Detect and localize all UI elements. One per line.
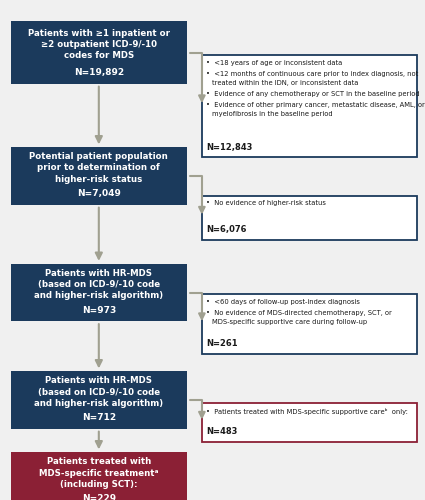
Text: Potential patient population
prior to determination of
higher-risk status: Potential patient population prior to de… bbox=[29, 152, 168, 184]
Text: •  Evidence of other primary cancer, metastatic disease, AML, or: • Evidence of other primary cancer, meta… bbox=[206, 102, 425, 108]
Text: •  Patients treated with MDS-specific supportive careᵇ  only:: • Patients treated with MDS-specific sup… bbox=[206, 408, 408, 415]
Text: N=483: N=483 bbox=[206, 428, 238, 436]
Text: N=6,076: N=6,076 bbox=[206, 225, 246, 234]
Text: MDS-specific supportive care during follow-up: MDS-specific supportive care during foll… bbox=[212, 319, 367, 325]
FancyBboxPatch shape bbox=[11, 371, 187, 428]
Text: N=973: N=973 bbox=[82, 306, 116, 315]
Text: N=229: N=229 bbox=[82, 494, 116, 500]
Text: N=19,892: N=19,892 bbox=[74, 68, 124, 77]
Text: •  <18 years of age or inconsistent data: • <18 years of age or inconsistent data bbox=[206, 60, 343, 66]
Text: N=261: N=261 bbox=[206, 340, 238, 348]
FancyBboxPatch shape bbox=[11, 264, 187, 322]
Text: Patients treated with
MDS-specific treatmentᵃ
(including SCT):: Patients treated with MDS-specific treat… bbox=[39, 457, 159, 489]
FancyBboxPatch shape bbox=[202, 196, 416, 240]
Text: N=7,049: N=7,049 bbox=[77, 189, 121, 198]
FancyBboxPatch shape bbox=[202, 54, 416, 157]
Text: N=12,843: N=12,843 bbox=[206, 143, 252, 152]
FancyBboxPatch shape bbox=[11, 452, 187, 500]
Text: myelofibrosis in the baseline period: myelofibrosis in the baseline period bbox=[212, 111, 333, 116]
Text: •  No evidence of higher-risk status: • No evidence of higher-risk status bbox=[206, 200, 326, 206]
Text: •  <60 days of follow-up post-index diagnosis: • <60 days of follow-up post-index diagn… bbox=[206, 299, 360, 305]
FancyBboxPatch shape bbox=[11, 21, 187, 84]
Text: Patients with HR-MDS
(based on ICD-9/-10 code
and higher-risk algorithm): Patients with HR-MDS (based on ICD-9/-10… bbox=[34, 376, 163, 408]
Text: •  No evidence of MDS-directed chemotherapy, SCT, or: • No evidence of MDS-directed chemothera… bbox=[206, 310, 392, 316]
FancyBboxPatch shape bbox=[202, 403, 416, 442]
Text: Patients with ≥1 inpatient or
≥2 outpatient ICD-9/-10
codes for MDS: Patients with ≥1 inpatient or ≥2 outpati… bbox=[28, 28, 170, 60]
Text: treated within the IDN, or inconsistent data: treated within the IDN, or inconsistent … bbox=[212, 80, 358, 86]
Text: N=712: N=712 bbox=[82, 413, 116, 422]
Text: Patients with HR-MDS
(based on ICD-9/-10 code
and higher-risk algorithm): Patients with HR-MDS (based on ICD-9/-10… bbox=[34, 268, 163, 300]
Text: •  <12 months of continuous care prior to index diagnosis, not: • <12 months of continuous care prior to… bbox=[206, 70, 418, 76]
Text: •  Evidence of any chemotherapy or SCT in the baseline period: • Evidence of any chemotherapy or SCT in… bbox=[206, 91, 420, 97]
FancyBboxPatch shape bbox=[11, 147, 187, 205]
FancyBboxPatch shape bbox=[202, 294, 416, 354]
